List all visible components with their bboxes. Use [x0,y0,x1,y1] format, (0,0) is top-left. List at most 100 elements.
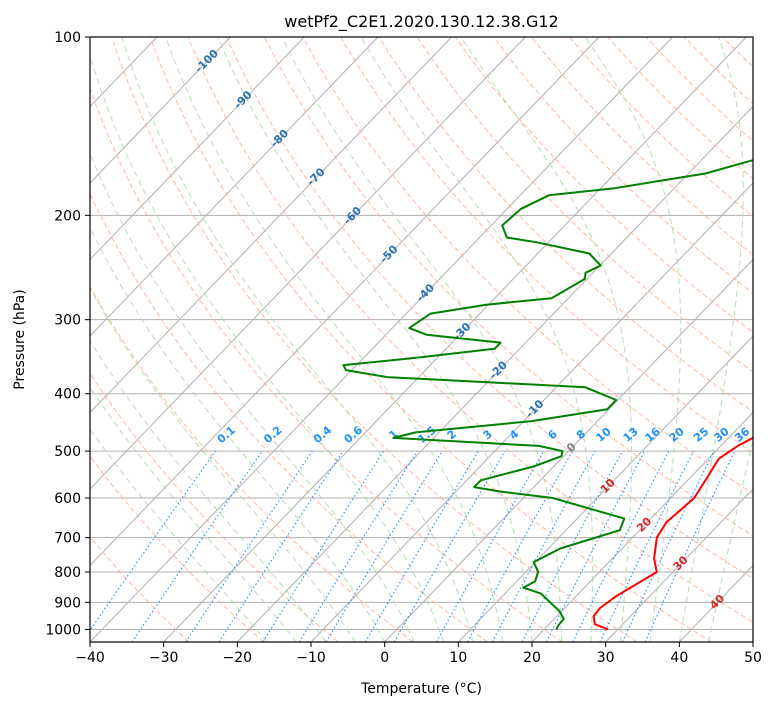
mixing-ratio-label: 1.5 [415,424,438,446]
dry-adiabat-line [225,37,753,580]
mixing-ratio-label: 10 [594,425,614,445]
mixing-ratio-label: 25 [691,425,711,445]
mixing-ratio-label: 6 [546,427,560,442]
mixing-ratio-line [644,450,736,642]
mixing-ratio-label: 8 [574,427,588,442]
x-tick-label: 20 [523,650,541,666]
moist-adiabat-line [90,428,268,642]
isotherm-line [457,335,753,642]
mixing-ratio-line [325,450,443,642]
dry-adiabat-line [416,37,753,373]
dry-adiabat-line [90,536,190,642]
isotherm-line [752,641,753,642]
moist-adiabat-line [360,37,594,642]
moist-adiabat-line [90,386,297,642]
dry-adiabat-line [90,372,339,642]
dry-adiabat-line [340,37,753,454]
isotherm-line [236,105,753,642]
mixing-ratio-label: 1 [386,427,400,442]
isotherm-line [90,37,673,642]
mixing-ratio-label: 3 [481,427,495,442]
dry-adiabat-line [90,285,414,642]
x-tick-label: −40 [75,650,105,666]
mixing-ratio-line [131,450,263,642]
dry-adiabat-line [302,37,753,495]
moist-adiabat-line [90,152,415,642]
mixing-ratio-line [572,450,670,642]
moist-adiabat-line [90,339,327,642]
isotherm-line [531,411,753,642]
isotherm-line [310,182,753,642]
dry-adiabat-line [90,192,488,642]
y-tick-label: 400 [54,387,81,403]
mixing-ratio-label: 0.6 [342,423,366,446]
mixing-ratio-label: 36 [732,425,752,445]
moist-adiabat-line [708,437,753,642]
x-tick-label: 0 [380,650,389,666]
x-tick-label: 10 [449,650,467,666]
moist-adiabat-line [90,53,445,642]
y-tick-label: 300 [54,313,81,329]
dry-adiabat-line [454,37,753,333]
dry-adiabat-line [761,37,775,642]
moist-adiabat-line [678,37,744,642]
moist-adiabat-line [121,37,474,642]
mixing-ratio-label: 0.4 [311,423,335,446]
isotherm-line [90,37,526,490]
x-tick-label: 40 [670,650,688,666]
mixing-ratio-line [262,450,385,642]
y-tick-label: 700 [54,531,81,547]
mixing-ratio-line [298,450,418,642]
mixing-ratio-label: 20 [667,425,687,445]
x-tick-label: 50 [744,650,762,666]
dry-adiabat-line [263,37,753,537]
moist-adiabat-line [584,37,682,642]
mixing-ratio-label: 0.1 [215,424,238,446]
mixing-ratio-line [467,450,573,642]
moist-adiabat-line [90,226,386,642]
y-tick-label: 200 [54,208,81,224]
x-tick-label: 30 [597,650,615,666]
moist-adiabat-line [281,37,562,642]
dry-adiabat-line [90,87,563,642]
isotherm-line [163,37,747,642]
x-axis-title: Temperature (°C) [360,681,482,697]
y-tick-label: 800 [54,565,81,581]
y-axis-title: Pressure (hPa) [12,289,28,389]
mixing-ratio-line [218,450,344,642]
chart-title: wetPf2_C2E1.2020.130.12.38.G12 [284,12,558,32]
moist-adiabat-line [460,37,633,642]
mixing-ratio-line [435,450,545,642]
x-tick-label: −10 [296,650,326,666]
y-tick-label: 900 [54,595,81,611]
isotherm-line [90,37,305,261]
isotherm-line [605,488,753,642]
x-tick-label: −30 [149,650,179,666]
mixing-ratio-line [393,450,506,642]
mixing-ratio-label: 4 [507,427,521,442]
mixing-ratio-label: 0.2 [261,424,284,446]
moist-adiabat-line [165,37,503,642]
plot-area: 0.1 0.2 0.4 0.6 1 1.5 2 3 4 6 8 10 13 16 20 25 30 36-100-… [90,37,775,642]
y-tick-label: 500 [54,444,81,460]
y-tick-label: 100 [54,30,81,46]
isotherm-line [90,37,452,414]
moist-adiabat-line [90,287,356,642]
dry-adiabat-line [187,37,753,623]
axes: −40 −30 −20 −10 0 10 20 30 40 5010020030040050060… [45,30,762,666]
isotherm-line [90,37,231,184]
temperature-profile-line [592,436,753,631]
dry-adiabat-line [721,37,753,68]
y-tick-label: 1000 [45,622,81,638]
mixing-ratio-line [90,450,216,632]
isotherm-line [384,258,753,642]
dry-adiabat-line [683,37,753,105]
dry-adiabat-line [149,37,712,642]
x-tick-label: −20 [223,650,253,666]
mixing-ratio-line [364,450,479,642]
mixing-ratio-line [491,450,596,642]
y-tick-label: 600 [54,491,81,507]
mixing-ratio-label: 13 [621,425,641,445]
moist-adiabat-line [217,37,533,642]
